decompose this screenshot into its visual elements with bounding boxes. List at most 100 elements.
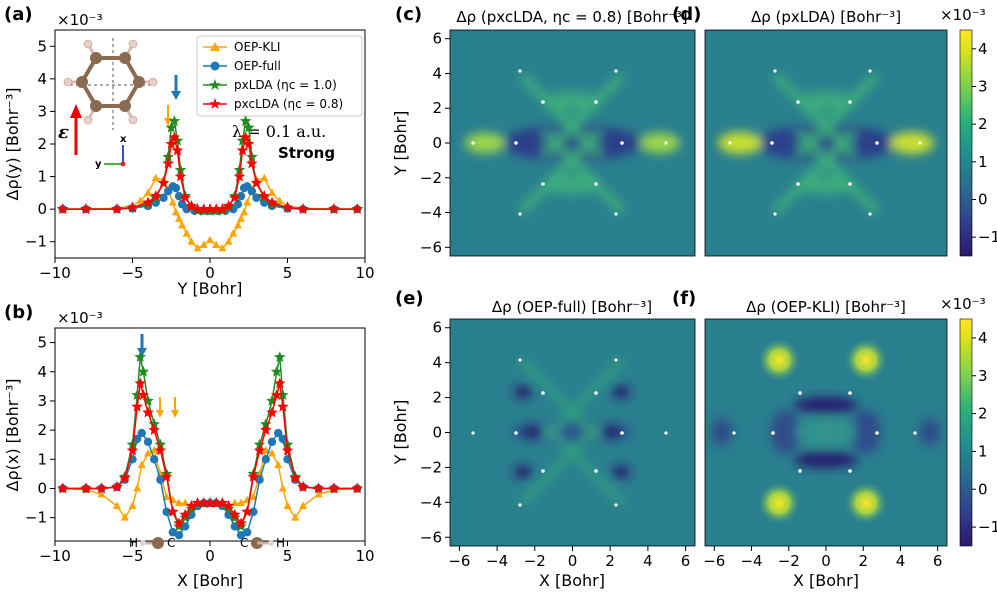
ytick-label-c: 4 [432,64,442,82]
point-b-oep-kli [268,448,276,457]
point-b-pxclda-c-0-8 [289,472,301,484]
xtick-label-b: 5 [283,547,293,565]
point-a-pxclda-c-0-8 [179,191,191,203]
panel-label-d: (d) [672,4,701,25]
ytick-label-e: −4 [420,493,442,511]
point-a-pxclda-c-0-8 [150,190,162,201]
point-b-pxclda-c-0-8 [191,497,204,508]
point-a-pxlda-c-1-0 [174,164,187,175]
title-e: Δρ (OEP-full) [Bohr⁻³] [492,298,652,316]
point-a-pxclda-c-0-8 [157,177,170,188]
point-b-pxclda-c-0-8 [131,400,143,412]
ytick-label-a: 3 [37,102,47,120]
point-b-pxlda-c-1-0 [134,351,146,362]
panel-label-f: (f) [672,288,696,309]
point-a-oep-kli [268,188,276,196]
point-b-oep-full [278,434,288,444]
line-plot-b [54,327,366,542]
ytick-label-e: 4 [432,354,442,372]
point-b-oep-full [243,528,252,537]
point-b-pxclda-c-0-8 [167,505,179,517]
point-b-oep-kli [128,501,137,509]
point-a-pxclda-c-0-8 [174,170,187,182]
point-b-pxclda-c-0-8 [57,482,69,494]
point-b-pxclda-c-0-8 [179,508,191,520]
ytick-label-a: 1 [37,168,47,186]
ylabel-e: Y [Bohr] [391,400,410,466]
point-b-oep-kli [133,483,142,492]
xlabel-b: X [Bohr] [177,571,243,590]
point-a-oep-kli [144,188,152,196]
panel-label-b: (b) [4,302,33,323]
point-b-oep-full [261,455,270,464]
point-a-pxclda-c-0-8 [266,196,278,208]
point-a-oep-kli [229,229,238,237]
point-b-pxlda-c-1-0 [131,389,143,400]
point-a-pxclda-c-0-8 [250,177,263,188]
point-a-oep-kli [199,240,208,248]
point-b-oep-kli [144,448,152,457]
legend-label-pxlda: pxLDA (ηc = 1.0) [234,78,337,92]
point-a-oep-full [247,187,257,196]
xtick-label-f: −4 [740,552,762,570]
point-b-oep-full [267,437,277,446]
xlabel-a: Y [Bohr] [177,279,243,298]
point-b-pxclda-c-0-8 [260,424,272,435]
point-a-pxlda-c-1-0 [165,121,177,133]
point-b-pxclda-c-0-8 [111,481,123,492]
peak-arrows-a [164,75,181,126]
xtick-label-e: 4 [643,552,653,570]
point-b-pxlda-c-1-0 [274,351,286,362]
xlabel-f: X [Bohr] [793,571,859,590]
point-a-oep-kli [260,173,269,182]
xtick-label-e: −6 [448,552,470,570]
colorbar-tick-label-f: 1 [978,442,988,460]
ytick-label-a: 4 [37,70,47,88]
point-a-oep-kli [193,243,202,252]
point-a-oep-full [171,183,181,193]
point-b-pxclda-c-0-8 [270,389,283,400]
point-b-pxclda-c-0-8 [274,377,286,389]
point-b-pxclda-c-0-8 [328,482,340,494]
ylabel-b: Δρ(x) [Bohr⁻³] [3,379,22,492]
point-a-oep-full [159,193,168,202]
point-a-oep-kli [182,229,191,237]
h-label-right: H [276,536,285,550]
point-b-oep-kli [120,513,129,521]
point-a-pxlda-c-1-0 [233,164,246,175]
point-a-oep-kli [171,207,180,216]
point-a-pxlda-c-1-0 [246,151,258,162]
point-b-oep-kli [137,460,146,469]
point-b-oep-kli [113,501,121,509]
point-a-pxclda-c-0-8 [204,203,216,214]
ytick-label-e: 0 [432,424,442,442]
point-b-oep-full [150,455,159,464]
ytick-label-b: 2 [37,421,47,439]
colorbar-tick-label-f: 2 [978,405,988,423]
point-a-oep-kli [178,220,187,229]
point-a-oep-kli [151,173,160,182]
h-label-left: H [129,536,138,550]
point-a-pxclda-c-0-8 [80,203,92,214]
xtick-label-e: 6 [681,552,691,570]
legend-label-oep-kli: OEP-KLI [234,40,280,54]
point-a-oep-kli [237,214,245,222]
point-a-oep-full [233,200,243,209]
point-a-pxclda-c-0-8 [142,196,154,208]
point-a-pxclda-c-0-8 [171,144,184,156]
point-b-oep-full [137,428,146,438]
point-b-oep-kli [314,489,323,498]
xtick-label-f: −6 [703,552,725,570]
ytick-label-a: 5 [37,37,47,55]
point-a-pxclda-c-0-8 [229,191,241,203]
colorbar-offset-d: ×10⁻³ [940,6,986,24]
colorbar-d: ×10⁻³ [940,6,986,257]
benzene-molecule-inset: ε x y [58,38,158,170]
point-a-oep-kli [240,207,249,216]
panel-label-a: (a) [4,4,33,25]
xtick-label-f: −2 [778,552,800,570]
legend-a: OEP-KLI OEP-full pxLDA (ηc = 1.0) pxcLDA… [196,35,363,117]
ytick-label-b: 4 [37,363,47,381]
point-b-oep-full [132,434,142,444]
colorbar-tick-label-d: 4 [978,40,988,58]
